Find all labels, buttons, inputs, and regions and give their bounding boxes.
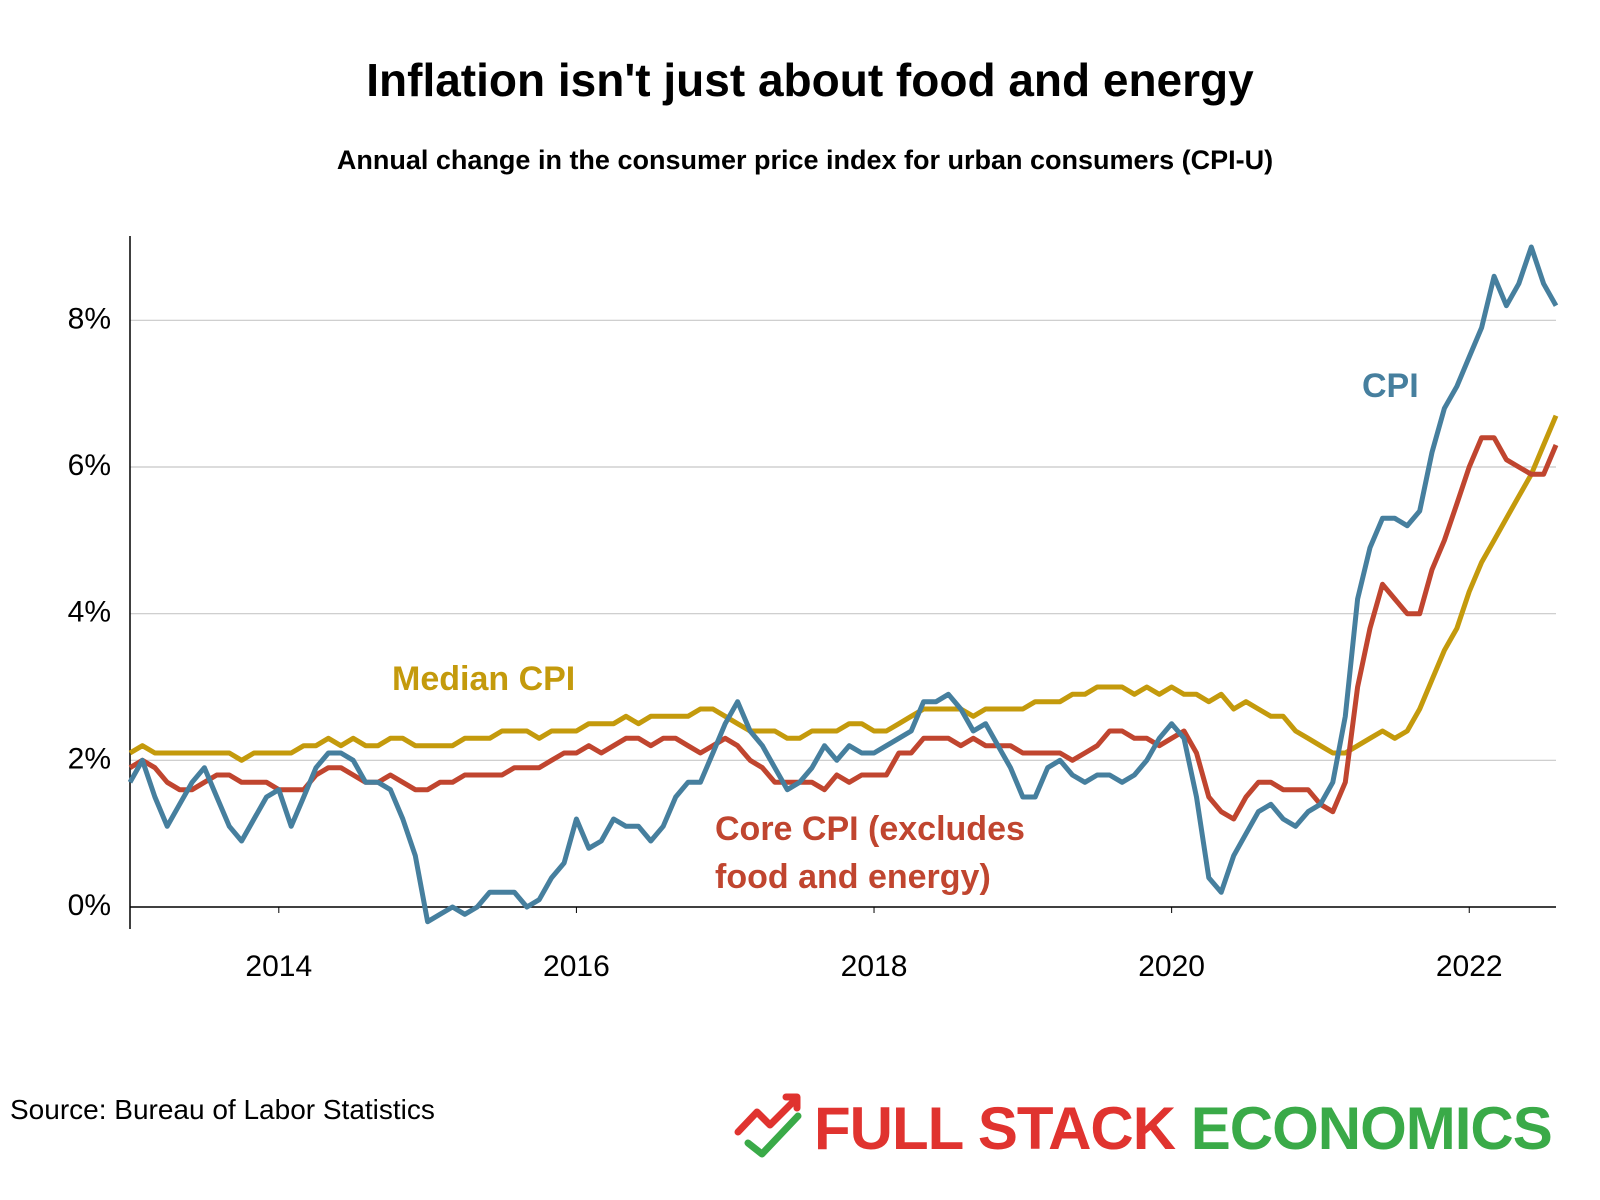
y-tick-label: 4% [68, 596, 111, 629]
brand: FULL STACK ECONOMICS [814, 1094, 1553, 1163]
series-label: Core CPI (excludes food and energy) [715, 810, 1025, 896]
brand-part: ECONOMICS [1190, 1095, 1553, 1162]
source: Source: Bureau of Labor Statistics [10, 1094, 435, 1125]
brand-icon [734, 1093, 802, 1158]
series-line [128, 414, 1559, 763]
series-line [127, 244, 1559, 925]
grid [130, 319, 1556, 908]
y-tick-label: 8% [68, 302, 111, 335]
x-tick-label: 2022 [1436, 950, 1503, 983]
lines [127, 244, 1559, 925]
series-label: CPI [1362, 367, 1419, 405]
brand-part: FULL STACK [814, 1095, 1176, 1162]
x-tick-label: 2020 [1138, 950, 1205, 983]
chart-title: Inflation isn't just about food and ener… [366, 54, 1254, 106]
y-tick-label: 6% [68, 449, 111, 482]
x-tick-label: 2018 [841, 950, 908, 983]
series-label: Median CPI [392, 660, 576, 698]
x-tick-label: 2014 [245, 950, 312, 983]
y-tick-label: 2% [68, 742, 111, 775]
series-line [128, 435, 1559, 822]
y-tick-label: 0% [68, 889, 111, 922]
chart-subtitle: Annual change in the consumer price inde… [337, 145, 1273, 175]
x-tick-label: 2016 [543, 950, 610, 983]
